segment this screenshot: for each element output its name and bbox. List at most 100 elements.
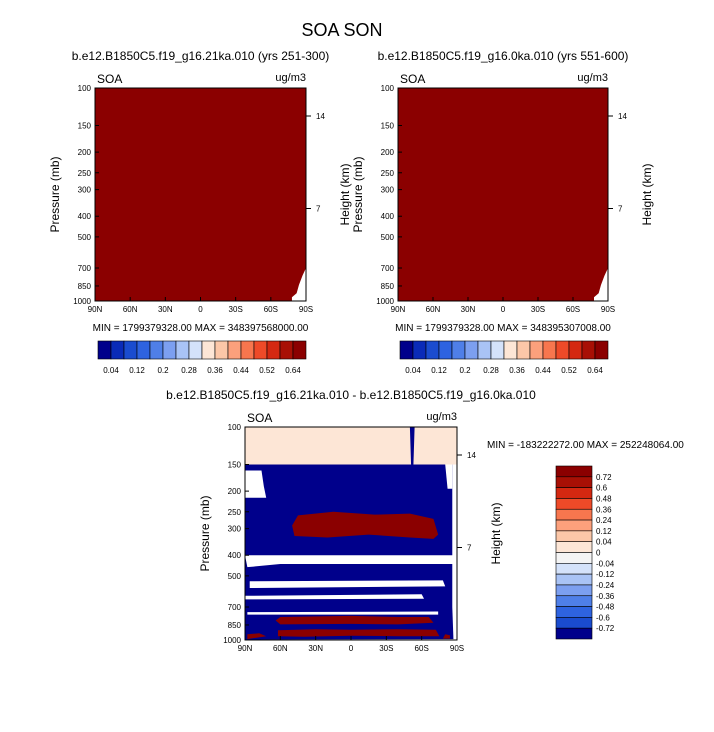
x-tick-label: 90S [601, 305, 615, 314]
stats-label: MIN = -183222272.00 MAX = 252248064.00 [487, 440, 684, 451]
y-tick-label: 400 [381, 212, 395, 221]
variable-label: SOA [97, 72, 122, 86]
topography-mask [567, 268, 608, 301]
field-spike [409, 427, 415, 465]
colorbar-label: 0.12 [129, 366, 145, 375]
colorbar-swatch [555, 508, 593, 521]
y-tick-label: 200 [78, 148, 92, 157]
field-positive-region [442, 634, 450, 639]
colorbar-label: 0.2 [157, 366, 169, 375]
colorbar-label: 0.2 [459, 366, 471, 375]
colorbar-swatch [464, 340, 479, 360]
colorbar-swatch [555, 573, 593, 586]
stats-label: MIN = 1799379328.00 MAX = 348395307008.0… [395, 323, 611, 334]
y-tick-label: 150 [228, 461, 242, 470]
x-tick-label: 90S [450, 644, 464, 653]
colorbar-swatch [214, 340, 229, 360]
x-tick-label: 30N [308, 644, 323, 653]
colorbar-swatch [240, 340, 255, 360]
variable-label: SOA [247, 411, 272, 425]
field-gap [245, 594, 425, 600]
colorbar-swatch [227, 340, 242, 360]
panel-difference: b.e12.B1850C5.f19_g16.21ka.010 - b.e12.B… [166, 388, 684, 653]
x-tick-label: 30S [379, 644, 393, 653]
topography-mask [264, 268, 306, 301]
field-positive-region [275, 615, 434, 625]
colorbar-swatch [279, 340, 294, 360]
y-tick-label: 500 [381, 233, 395, 242]
y-tick-label: 250 [381, 169, 395, 178]
colorbar-label: 0.64 [285, 366, 301, 375]
colorbar-swatch [149, 340, 164, 360]
colorbar-swatch [490, 340, 505, 360]
y2-tick-label: 7 [467, 543, 472, 552]
field-top-band [245, 427, 457, 465]
panel-title: b.e12.B1850C5.f19_g16.21ka.010 - b.e12.B… [166, 388, 536, 402]
y-tick-label: 400 [228, 551, 242, 560]
y-tick-label: 700 [381, 264, 395, 273]
colorbar-label: -0.72 [596, 624, 615, 633]
y-tick-label: 700 [228, 603, 242, 612]
colorbar-swatch [201, 340, 216, 360]
colorbar-label: 0.04 [596, 538, 612, 547]
colorbar-swatch [555, 530, 593, 542]
colorbar-swatch [555, 627, 593, 640]
x-tick-label: 30N [461, 305, 476, 314]
colorbar-swatch [555, 340, 570, 360]
y-axis-label: Pressure (mb) [351, 156, 365, 232]
y-axis-label: Pressure (mb) [48, 156, 62, 232]
y-tick-label: 200 [381, 148, 395, 157]
colorbar-swatch [503, 340, 518, 360]
field-negative-region [245, 464, 457, 640]
y2-axis-label: Height (km) [489, 502, 503, 564]
colorbar-label: 0.72 [596, 473, 612, 482]
colorbar-swatch [412, 340, 427, 360]
colorbar-label: -0.6 [596, 613, 610, 622]
figure-title: SOA SON [301, 20, 382, 40]
colorbar-swatch [555, 584, 593, 597]
x-tick-label: 90N [391, 305, 406, 314]
y2-axis-label: Height (km) [640, 163, 654, 225]
colorbar-label: 0.12 [596, 527, 612, 536]
colorbar-swatch [253, 340, 268, 360]
colorbar-swatch [555, 552, 593, 564]
colorbar-swatch [425, 340, 440, 360]
y-tick-label: 400 [78, 212, 92, 221]
x-tick-label: 60S [415, 644, 429, 653]
colorbar-swatch [292, 340, 307, 360]
colorbar-swatch [516, 340, 531, 360]
field-gap [245, 470, 267, 498]
colorbar-label: 0.36 [596, 505, 612, 514]
y2-axis-label: Height (km) [338, 163, 352, 225]
colorbar-label: 0.28 [181, 366, 197, 375]
y-tick-label: 850 [381, 282, 395, 291]
field-fill [398, 88, 608, 301]
colorbar-label: 0.64 [587, 366, 603, 375]
units-label: ug/m3 [426, 411, 457, 423]
x-tick-label: 0 [198, 305, 203, 314]
colorbar-label: 0.28 [483, 366, 499, 375]
field-positive-region [247, 633, 267, 640]
field-positive-region [277, 629, 440, 637]
x-tick-label: 90N [88, 305, 103, 314]
colorbar-swatch [529, 340, 544, 360]
x-tick-label: 60S [264, 305, 278, 314]
panel-title: b.e12.B1850C5.f19_g16.0ka.010 (yrs 551-6… [378, 49, 629, 63]
x-tick-label: 60N [426, 305, 441, 314]
panel-left: b.e12.B1850C5.f19_g16.21ka.010 (yrs 251-… [48, 49, 352, 375]
field-edge-gap [452, 464, 457, 640]
colorbar-label: -0.24 [596, 581, 615, 590]
y-tick-label: 1000 [73, 297, 91, 306]
y2-tick-label: 14 [618, 112, 627, 121]
x-tick-label: 0 [349, 644, 354, 653]
y-tick-label: 100 [381, 84, 395, 93]
x-tick-label: 30N [158, 305, 173, 314]
colorbar-swatch [555, 476, 593, 488]
colorbar-label: 0.04 [103, 366, 119, 375]
y-tick-label: 250 [78, 169, 92, 178]
field-gap [245, 555, 457, 568]
y-tick-label: 300 [78, 186, 92, 195]
y-tick-label: 700 [78, 264, 92, 273]
variable-label: SOA [400, 72, 425, 86]
colorbar-swatch [123, 340, 138, 360]
